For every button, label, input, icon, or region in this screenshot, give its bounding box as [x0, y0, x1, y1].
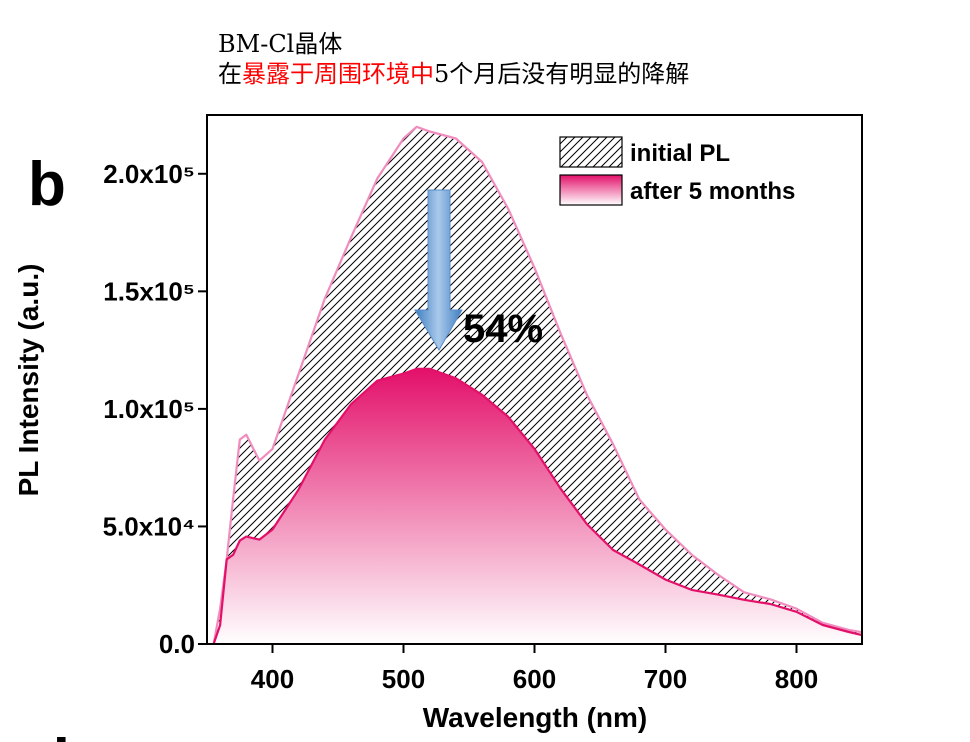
y-axis-title: PL Intensity (a.u.) [13, 264, 44, 497]
legend-label: after 5 months [630, 178, 795, 205]
subtitle-segment: 暴露于周围环境中 [242, 60, 434, 88]
y-tick-label: 1.0x10⁵ [103, 394, 195, 424]
header-title: BM-Cl晶体 [218, 30, 342, 58]
legend-swatch [559, 136, 623, 168]
annotation: 54% [463, 307, 543, 351]
legend-swatch [559, 174, 623, 206]
y-tick-label: 1.5x10⁵ [103, 276, 195, 306]
x-tick-label: 700 [644, 664, 687, 694]
x-tick-label: 600 [513, 664, 556, 694]
x-axis-title: Wavelength (nm) [423, 702, 648, 733]
area-fill [213, 368, 863, 644]
y-tick-label: 2.0x10⁵ [103, 159, 195, 189]
y-tick-label: 5.0x10⁴ [103, 511, 195, 541]
x-tick-label: 800 [775, 664, 818, 694]
subtitle-segment: 在 [218, 60, 242, 88]
plot [212, 125, 863, 645]
next-panel-label: d [32, 727, 70, 742]
legend-label: initial PL [630, 140, 730, 167]
header-subtitle: 在暴露于周围环境中5个月后没有明显的降解 [218, 60, 689, 88]
x-tick-label: 400 [251, 664, 294, 694]
y-tick-label: 0.0 [159, 629, 195, 659]
series-line [212, 367, 863, 645]
decrease-arrow [414, 189, 463, 351]
series-line [212, 125, 863, 645]
subtitle-segment: 5个月后没有明显的降解 [434, 60, 689, 88]
x-tick-label: 500 [382, 664, 425, 694]
panel-label: b [28, 150, 66, 219]
